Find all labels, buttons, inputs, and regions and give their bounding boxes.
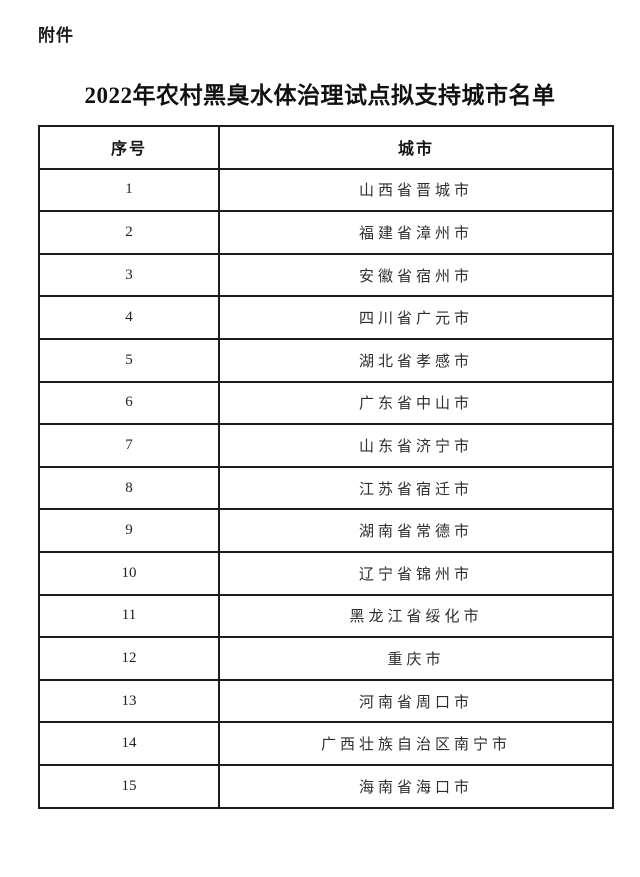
- serial-no-cell: 4: [38, 295, 220, 340]
- serial-no-cell: 15: [38, 763, 220, 809]
- city-name-cell: 广西壮族自治区南宁市: [218, 721, 614, 766]
- city-table: 序号 城市 1 山西省晋城市 2 福建省漳州市 3 安徽省宿州市 4 四川省广元市 5 湖北省孝感…: [38, 125, 614, 809]
- city-name-cell: 湖北省孝感市: [218, 337, 614, 383]
- serial-no-cell: 6: [38, 380, 220, 426]
- city-name-cell: 山东省济宁市: [218, 423, 614, 468]
- column-header-city: 城市: [218, 125, 614, 170]
- page-title: 2022年农村黑臭水体治理试点拟支持城市名单: [84, 83, 556, 108]
- serial-no-cell: 1: [38, 167, 220, 213]
- city-name-cell: 海南省海口市: [218, 763, 614, 809]
- table-row: 9 湖南省常德市: [38, 508, 614, 553]
- serial-no-cell: 9: [38, 508, 220, 553]
- city-name-cell: 辽宁省锦州市: [218, 550, 614, 596]
- table-row: 8 江苏省宿迁市: [38, 465, 614, 511]
- city-name-cell: 湖南省常德市: [218, 508, 614, 553]
- table-row: 13 河南省周口市: [38, 678, 614, 724]
- table-row: 11 黑龙江省绥化市: [38, 593, 614, 639]
- table-row: 4 四川省广元市: [38, 295, 614, 340]
- serial-no-cell: 7: [38, 423, 220, 468]
- attachment-label: 附件: [38, 26, 74, 45]
- table-header-row: 序号 城市: [38, 125, 614, 170]
- table-row: 10 辽宁省锦州市: [38, 550, 614, 596]
- table-row: 1 山西省晋城市: [38, 167, 614, 213]
- serial-no-cell: 10: [38, 550, 220, 596]
- serial-no-cell: 11: [38, 593, 220, 639]
- serial-no-cell: 13: [38, 678, 220, 724]
- serial-no-cell: 8: [38, 465, 220, 511]
- serial-no-cell: 2: [38, 210, 220, 255]
- serial-no-cell: 5: [38, 337, 220, 383]
- column-header-serial-no: 序号: [38, 125, 220, 170]
- table-row: 6 广东省中山市: [38, 380, 614, 426]
- table-row: 7 山东省济宁市: [38, 423, 614, 468]
- table-row: 2 福建省漳州市: [38, 210, 614, 255]
- city-name-cell: 黑龙江省绥化市: [218, 593, 614, 639]
- city-name-cell: 四川省广元市: [218, 295, 614, 340]
- table-row: 14 广西壮族自治区南宁市: [38, 721, 614, 766]
- city-name-cell: 江苏省宿迁市: [218, 465, 614, 511]
- city-name-cell: 安徽省宿州市: [218, 252, 614, 298]
- city-name-cell: 福建省漳州市: [218, 210, 614, 255]
- table-row: 3 安徽省宿州市: [38, 252, 614, 298]
- city-name-cell: 广东省中山市: [218, 380, 614, 426]
- table-row: 15 海南省海口市: [38, 763, 614, 809]
- table-row: 5 湖北省孝感市: [38, 337, 614, 383]
- table-row: 12 重庆市: [38, 636, 614, 681]
- serial-no-cell: 12: [38, 636, 220, 681]
- serial-no-cell: 14: [38, 721, 220, 766]
- city-name-cell: 山西省晋城市: [218, 167, 614, 213]
- city-name-cell: 河南省周口市: [218, 678, 614, 724]
- city-name-cell: 重庆市: [218, 636, 614, 681]
- serial-no-cell: 3: [38, 252, 220, 298]
